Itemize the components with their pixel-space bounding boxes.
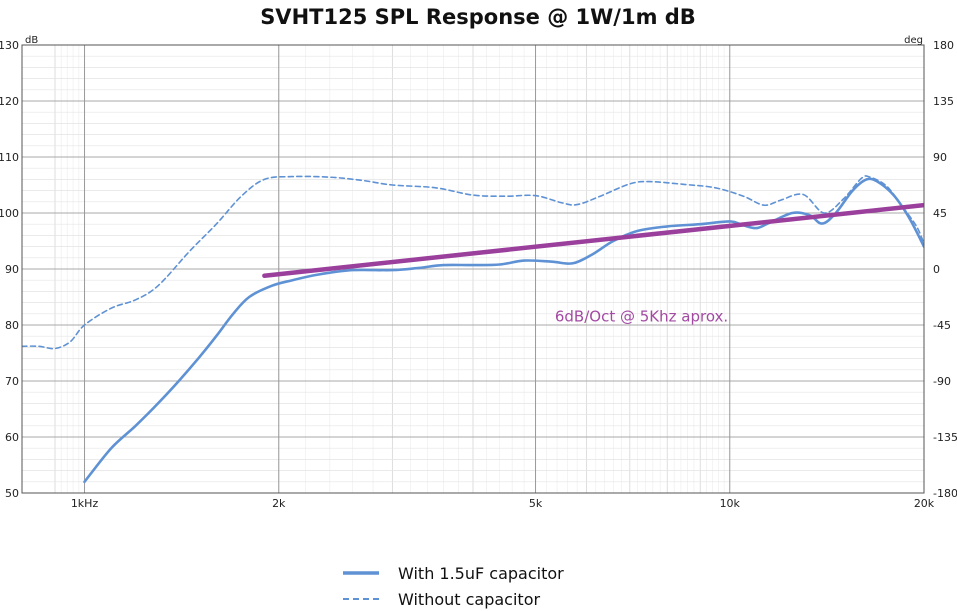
slope-reference-line: [262, 202, 924, 278]
slope-annotation: 6dB/Oct @ 5Khz aprox.: [555, 308, 728, 326]
y-right-tick-label: -45: [933, 319, 951, 332]
tick-labels: 50 60 70 80 90 100 110 120 130 -180 -135 -90 -45 0 45 9…: [0, 39, 957, 510]
y-right-tick-label: -135: [933, 431, 957, 444]
chart-title: SVHT125 SPL Response @ 1W/1m dB: [260, 5, 696, 29]
y-left-tick-label: 90: [5, 263, 19, 276]
series-with-capacitor-line: [83, 177, 924, 484]
y-left-tick-label: 60: [5, 431, 19, 444]
x-tick-label: 20k: [914, 497, 935, 510]
y-left-tick-label: 120: [0, 95, 19, 108]
x-tick-label: 10k: [720, 497, 741, 510]
plot-frame: [21, 44, 925, 494]
legend-label-with-capacitor: With 1.5uF capacitor: [398, 564, 564, 583]
y-right-tick-label: 45: [933, 207, 947, 220]
y-right-tick-label: 90: [933, 151, 947, 164]
series-layer: [22, 175, 924, 484]
y-left-tick-label: 80: [5, 319, 19, 332]
y-right-tick-label: 180: [933, 39, 954, 52]
y-right-unit-label: deg: [904, 35, 923, 46]
y-right-tick-label: 0: [933, 263, 940, 276]
x-tick-label: 5k: [529, 497, 543, 510]
y-right-tick-label: -90: [933, 375, 951, 388]
legend: With 1.5uF capacitor Without capacitor: [343, 564, 564, 609]
y-left-tick-label: 130: [0, 39, 19, 52]
plot-border: [21, 44, 925, 494]
y-left-tick-label: 100: [0, 207, 19, 220]
x-tick-label: 2k: [272, 497, 286, 510]
y-left-unit-label: dB: [25, 35, 38, 46]
y-right-tick-label: 135: [933, 95, 954, 108]
y-left-tick-label: 110: [0, 151, 19, 164]
x-tick-label: 1kHz: [71, 497, 99, 510]
series-without-capacitor-line: [22, 175, 924, 350]
y-right-tick-label: -180: [933, 487, 957, 500]
legend-label-without-capacitor: Without capacitor: [398, 590, 540, 609]
y-left-tick-label: 50: [5, 487, 19, 500]
y-left-tick-label: 70: [5, 375, 19, 388]
